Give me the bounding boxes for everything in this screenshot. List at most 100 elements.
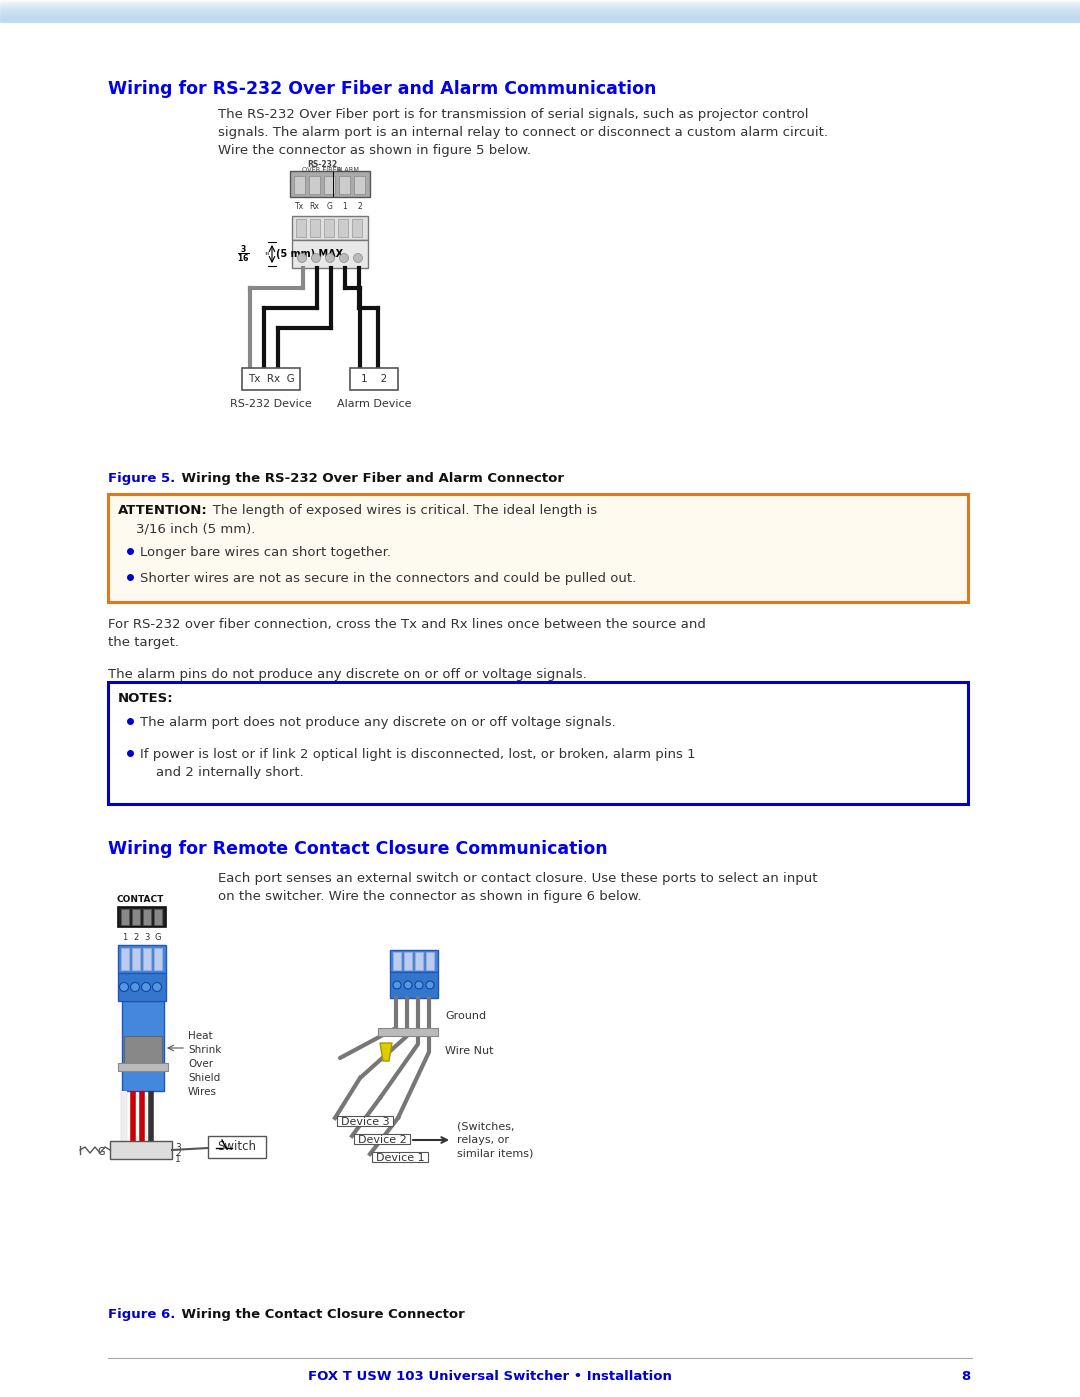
Circle shape bbox=[353, 253, 363, 263]
Text: For RS-232 over fiber connection, cross the Tx and Rx lines once between the sou: For RS-232 over fiber connection, cross … bbox=[108, 617, 706, 631]
Bar bbox=[154, 949, 162, 970]
Text: The alarm port does not produce any discrete on or off voltage signals.: The alarm port does not produce any disc… bbox=[140, 717, 616, 729]
Text: The length of exposed wires is critical. The ideal length is: The length of exposed wires is critical.… bbox=[200, 504, 597, 517]
Text: Device 3: Device 3 bbox=[340, 1118, 389, 1127]
Bar bbox=[154, 909, 162, 925]
Bar bbox=[292, 217, 368, 240]
Text: The alarm pins do not produce any discrete on or off or voltage signals.: The alarm pins do not produce any discre… bbox=[108, 668, 586, 680]
Circle shape bbox=[415, 981, 423, 989]
Text: 2: 2 bbox=[357, 203, 362, 211]
Text: 3: 3 bbox=[145, 933, 150, 942]
Text: RS-232 Device: RS-232 Device bbox=[230, 400, 312, 409]
Bar bbox=[132, 909, 140, 925]
Circle shape bbox=[311, 253, 321, 263]
Text: and 2 internally short.: and 2 internally short. bbox=[156, 766, 303, 780]
Text: ": " bbox=[264, 251, 269, 261]
Circle shape bbox=[404, 981, 411, 989]
Bar bbox=[294, 176, 305, 194]
Text: Heat
Shrink
Over
Shield
Wires: Heat Shrink Over Shield Wires bbox=[188, 1031, 221, 1097]
Bar bbox=[296, 219, 306, 237]
Bar bbox=[132, 949, 140, 970]
Text: NOTES:: NOTES: bbox=[118, 692, 174, 705]
Text: Device 1: Device 1 bbox=[376, 1153, 424, 1162]
Text: Figure 6.: Figure 6. bbox=[108, 1308, 175, 1322]
Bar bbox=[118, 944, 166, 972]
Text: Device 2: Device 2 bbox=[357, 1134, 406, 1146]
Text: Each port senses an external switch or contact closure. Use these ports to selec: Each port senses an external switch or c… bbox=[218, 872, 818, 886]
Text: Figure 5.: Figure 5. bbox=[108, 472, 175, 485]
Bar bbox=[350, 367, 399, 390]
Bar bbox=[372, 1153, 428, 1162]
Text: Wire the connector as shown in figure 5 below.: Wire the connector as shown in figure 5 … bbox=[218, 144, 531, 156]
Text: (Switches,
relays, or
similar items): (Switches, relays, or similar items) bbox=[457, 1122, 534, 1158]
Circle shape bbox=[297, 253, 307, 263]
Text: the target.: the target. bbox=[108, 636, 179, 650]
Bar bbox=[390, 950, 438, 972]
Text: Tx: Tx bbox=[295, 203, 305, 211]
Bar bbox=[390, 972, 438, 997]
Text: 1    2: 1 2 bbox=[361, 374, 387, 384]
Circle shape bbox=[339, 253, 349, 263]
Bar bbox=[118, 972, 166, 1002]
Bar bbox=[324, 176, 335, 194]
Text: on the switcher. Wire the connector as shown in figure 6 below.: on the switcher. Wire the connector as s… bbox=[218, 890, 642, 902]
Text: CONTACT: CONTACT bbox=[117, 895, 164, 904]
Circle shape bbox=[426, 981, 434, 989]
Text: Tx  Rx  G: Tx Rx G bbox=[247, 374, 295, 384]
Circle shape bbox=[325, 253, 335, 263]
Text: 1: 1 bbox=[122, 933, 127, 942]
Text: Wiring the RS-232 Over Fiber and Alarm Connector: Wiring the RS-232 Over Fiber and Alarm C… bbox=[163, 472, 564, 485]
Text: FOX T USW 103 Universal Switcher • Installation: FOX T USW 103 Universal Switcher • Insta… bbox=[308, 1370, 672, 1383]
Text: G: G bbox=[97, 1147, 105, 1157]
Text: 8: 8 bbox=[961, 1370, 970, 1383]
Bar bbox=[122, 1002, 164, 1091]
Text: 1: 1 bbox=[342, 203, 347, 211]
Bar bbox=[338, 219, 348, 237]
Text: ATTENTION:: ATTENTION: bbox=[118, 504, 207, 517]
Text: 3/16 inch (5 mm).: 3/16 inch (5 mm). bbox=[136, 522, 255, 535]
Bar bbox=[242, 367, 300, 390]
Bar bbox=[121, 949, 129, 970]
Text: signals. The alarm port is an internal relay to connect or disconnect a custom a: signals. The alarm port is an internal r… bbox=[218, 126, 828, 138]
Bar bbox=[110, 1141, 172, 1160]
Text: Wire Nut: Wire Nut bbox=[445, 1046, 494, 1056]
Text: RS-232: RS-232 bbox=[307, 161, 337, 169]
Bar bbox=[404, 951, 411, 970]
Bar bbox=[310, 219, 320, 237]
Text: The RS-232 Over Fiber port is for transmission of serial signals, such as projec: The RS-232 Over Fiber port is for transm… bbox=[218, 108, 809, 122]
Text: If power is lost or if link 2 optical light is disconnected, lost, or broken, al: If power is lost or if link 2 optical li… bbox=[140, 747, 696, 761]
Circle shape bbox=[120, 982, 129, 992]
Bar bbox=[108, 495, 968, 602]
Bar bbox=[339, 176, 350, 194]
Text: Longer bare wires can short together.: Longer bare wires can short together. bbox=[140, 546, 391, 559]
Text: ALARM: ALARM bbox=[337, 168, 360, 173]
Text: 2: 2 bbox=[175, 1148, 180, 1158]
Text: G: G bbox=[326, 203, 333, 211]
Bar bbox=[208, 1136, 266, 1158]
Bar bbox=[309, 176, 320, 194]
Bar bbox=[352, 219, 362, 237]
Text: 3: 3 bbox=[175, 1143, 180, 1153]
Circle shape bbox=[152, 982, 162, 992]
Bar bbox=[118, 1063, 168, 1071]
Bar bbox=[354, 176, 365, 194]
Text: G: G bbox=[154, 933, 161, 942]
Text: Wiring the Contact Closure Connector: Wiring the Contact Closure Connector bbox=[163, 1308, 464, 1322]
Bar bbox=[143, 909, 151, 925]
Text: $\mathbf{\frac{3}{16}}$: $\mathbf{\frac{3}{16}}$ bbox=[238, 243, 249, 265]
Circle shape bbox=[393, 981, 401, 989]
Bar bbox=[354, 1134, 410, 1144]
Bar bbox=[378, 1028, 438, 1037]
Bar bbox=[143, 949, 151, 970]
Bar bbox=[124, 1037, 162, 1066]
Bar bbox=[121, 909, 129, 925]
Circle shape bbox=[131, 982, 139, 992]
Text: Rx: Rx bbox=[310, 203, 320, 211]
Circle shape bbox=[141, 982, 150, 992]
Text: Alarm Device: Alarm Device bbox=[337, 400, 411, 409]
Bar bbox=[118, 907, 166, 928]
Bar bbox=[426, 951, 434, 970]
Bar bbox=[324, 219, 334, 237]
Text: Ground: Ground bbox=[445, 1011, 486, 1021]
Text: Switch: Switch bbox=[217, 1140, 257, 1154]
